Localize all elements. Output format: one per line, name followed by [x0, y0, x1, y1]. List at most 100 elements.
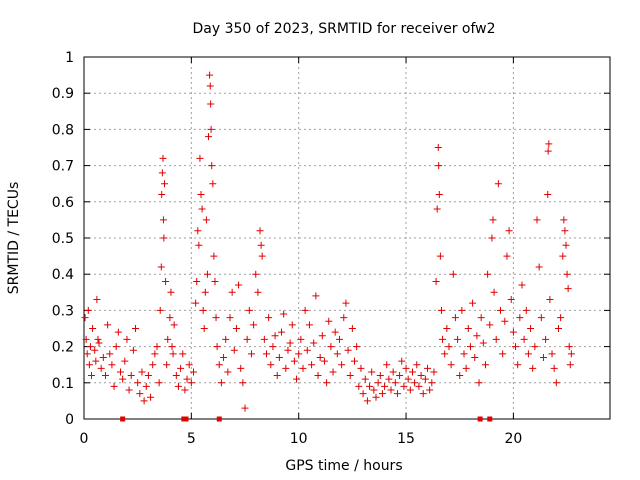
data-point — [237, 364, 245, 372]
data-point — [516, 314, 524, 322]
data-point — [473, 332, 481, 340]
data-point — [398, 357, 406, 365]
data-point — [222, 335, 230, 343]
data-point — [290, 357, 298, 365]
data-point — [92, 357, 100, 365]
data-point — [282, 364, 290, 372]
data-point — [142, 382, 150, 390]
data-point — [138, 368, 146, 376]
data-point — [241, 404, 249, 412]
data-point — [501, 317, 509, 325]
data-point — [497, 306, 505, 314]
data-point — [492, 335, 500, 343]
data-point — [235, 281, 243, 289]
data-point — [267, 361, 275, 369]
data-point — [129, 346, 137, 354]
data-point — [539, 353, 547, 361]
data-point — [402, 364, 410, 372]
data-point — [243, 335, 251, 343]
data-point — [424, 364, 432, 372]
data-point — [179, 350, 187, 358]
data-point — [353, 343, 361, 351]
data-point — [200, 325, 208, 332]
data-point — [161, 180, 169, 188]
data-point — [106, 350, 114, 358]
data-point — [153, 343, 161, 351]
data-point — [198, 205, 206, 213]
data-point — [159, 216, 167, 224]
data-point — [256, 227, 264, 235]
data-point — [164, 335, 172, 343]
data-point — [357, 364, 365, 372]
data-point — [372, 393, 380, 401]
data-point — [207, 125, 215, 133]
data-point — [464, 325, 472, 332]
data-point — [415, 382, 423, 390]
data-point — [212, 314, 220, 322]
data-point — [400, 382, 408, 390]
data-point — [413, 361, 421, 369]
data-point — [295, 350, 303, 358]
data-point — [387, 386, 395, 394]
data-point — [284, 346, 292, 354]
data-point — [310, 339, 318, 347]
data-point — [301, 306, 309, 314]
data-point — [327, 343, 335, 351]
data-point — [174, 382, 182, 390]
y-tick-label: 0.8 — [52, 122, 74, 138]
data-point — [454, 335, 462, 343]
data-point — [514, 361, 522, 369]
data-point — [351, 357, 359, 365]
data-point — [157, 263, 165, 271]
x-tick-label: 5 — [187, 431, 196, 447]
data-point — [544, 147, 552, 155]
data-point — [112, 343, 120, 351]
data-point — [435, 162, 443, 170]
y-tick-label: 0.7 — [52, 159, 74, 175]
data-point — [247, 350, 255, 358]
data-point — [114, 328, 122, 336]
data-point — [99, 353, 107, 361]
data-point — [208, 162, 216, 170]
data-point — [199, 306, 207, 314]
data-point — [430, 368, 438, 376]
data-point — [348, 325, 356, 332]
data-point — [449, 270, 457, 278]
data-point — [97, 364, 105, 372]
grid-lines — [84, 57, 610, 419]
data-point — [437, 306, 445, 314]
data-point — [481, 361, 489, 369]
data-point — [185, 361, 193, 369]
data-point — [147, 393, 155, 401]
data-point — [314, 372, 322, 380]
data-point — [166, 314, 174, 322]
data-point — [163, 361, 171, 369]
data-point — [366, 382, 374, 390]
y-tick-label: 0.6 — [52, 195, 74, 211]
data-point — [88, 372, 96, 380]
data-point — [383, 361, 391, 369]
data-point — [206, 82, 214, 90]
data-point — [170, 321, 178, 329]
data-point — [378, 390, 386, 398]
zero-value-marker — [183, 416, 189, 422]
x-axis-label: GPS time / hours — [285, 458, 402, 474]
data-point — [206, 71, 214, 79]
data-point — [108, 361, 116, 369]
data-point — [197, 191, 205, 199]
data-point — [320, 357, 328, 365]
data-point — [215, 361, 223, 369]
data-point — [94, 335, 102, 343]
data-point — [417, 372, 425, 380]
data-point — [443, 325, 451, 332]
data-point — [303, 346, 311, 354]
data-point — [325, 317, 333, 325]
zero-value-marker — [216, 416, 222, 422]
data-point — [217, 379, 225, 387]
data-point — [144, 372, 152, 380]
data-point — [83, 350, 91, 358]
data-point — [545, 140, 553, 148]
data-point — [81, 314, 89, 322]
data-point — [210, 252, 218, 260]
